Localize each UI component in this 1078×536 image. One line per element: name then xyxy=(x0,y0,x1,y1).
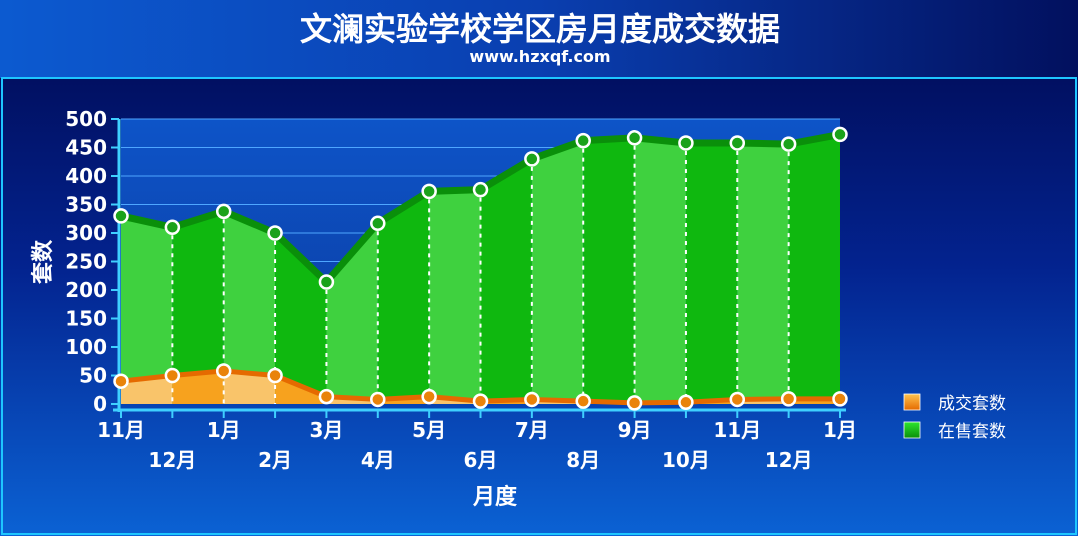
deals-point xyxy=(678,394,694,411)
listings-point xyxy=(524,151,540,167)
x-tick-label: 8月 xyxy=(566,448,600,472)
y-tick-labels: 0 50 100 150 200 250 300 350 400 450 500 xyxy=(65,107,107,416)
deals-point xyxy=(318,388,335,405)
listings-area-band xyxy=(429,189,481,404)
listings-point xyxy=(575,132,591,149)
y-tick-label: 150 xyxy=(65,307,107,331)
header-band xyxy=(0,0,1078,78)
listings-point xyxy=(370,215,386,232)
frame-border xyxy=(1,77,1077,535)
deals-point xyxy=(421,388,437,405)
y-tick-label: 400 xyxy=(65,164,107,188)
deals-area-band xyxy=(121,375,173,404)
chart-title: 文澜实验学校学区房月度成交数据 xyxy=(300,10,780,48)
deals-point xyxy=(729,391,746,408)
y-tick-label: 200 xyxy=(65,278,107,302)
x-tick-label: 1月 xyxy=(207,418,241,442)
deals-point xyxy=(524,391,540,408)
listings-point xyxy=(678,135,694,151)
series-areas xyxy=(120,130,841,406)
deals-point xyxy=(780,391,797,407)
y-tick-label: 300 xyxy=(65,221,107,245)
y-tick-label: 50 xyxy=(79,364,107,388)
legend-swatch-listings xyxy=(903,421,921,439)
x-tick-label: 6月 xyxy=(464,448,498,472)
deals-point xyxy=(575,393,591,409)
x-tick-label: 10月 xyxy=(662,448,710,472)
y-tick-label: 350 xyxy=(65,193,107,217)
legend-label-deals: 成交套数 xyxy=(938,394,1006,414)
listings-point xyxy=(832,126,848,143)
y-tick-label: 250 xyxy=(65,250,107,274)
x-tick-label: 3月 xyxy=(309,418,343,442)
x-tick-label: 5月 xyxy=(412,418,446,442)
listings-point xyxy=(113,208,129,224)
listings-point xyxy=(421,183,437,200)
chart-subtitle: www.hzxqf.com xyxy=(469,47,610,66)
deals-point xyxy=(113,373,129,389)
deals-point xyxy=(267,367,283,384)
deals-point xyxy=(832,391,848,407)
x-axis-label: 月度 xyxy=(472,484,518,510)
listings-area-band xyxy=(172,211,224,404)
listings-area-band xyxy=(480,158,532,404)
legend: 成交套数 在售套数 xyxy=(903,393,1006,442)
x-tick-label: 1月 xyxy=(823,418,857,442)
listings-area-band xyxy=(377,191,430,404)
listings-area-band xyxy=(531,140,584,404)
x-tick-label: 4月 xyxy=(361,448,395,472)
listings-point xyxy=(729,135,746,151)
y-tick-label: 450 xyxy=(65,136,107,160)
listings-point xyxy=(472,181,489,198)
listings-point xyxy=(267,225,283,241)
listings-area-band xyxy=(788,134,840,404)
listings-point xyxy=(318,274,335,290)
deals-point xyxy=(215,363,232,379)
listings-area-band xyxy=(223,211,276,404)
x-tick-label: 7月 xyxy=(515,418,549,442)
deals-area-band xyxy=(172,370,224,404)
listings-area-band xyxy=(583,137,635,404)
axes xyxy=(111,118,846,418)
listings-point xyxy=(164,219,181,236)
x-tick-label: 11月 xyxy=(97,418,145,442)
data-points xyxy=(113,126,848,411)
y-tick-label: 100 xyxy=(65,335,107,359)
x-tick-label: 11月 xyxy=(713,418,761,442)
deals-point xyxy=(472,393,489,409)
listings-point xyxy=(215,203,232,220)
legend-label-listings: 在售套数 xyxy=(938,422,1006,442)
legend-swatch-deals xyxy=(903,393,921,411)
deals-area-band xyxy=(223,370,276,404)
x-tick-label: 12月 xyxy=(765,448,813,472)
listings-area-band xyxy=(121,215,173,404)
listings-area-band xyxy=(685,142,738,404)
deals-point xyxy=(626,395,643,411)
deals-point xyxy=(164,367,181,384)
listings-area-band xyxy=(634,137,686,404)
listings-point xyxy=(780,136,797,152)
listings-point xyxy=(626,130,643,146)
y-tick-label: 500 xyxy=(65,107,107,131)
x-tick-label: 9月 xyxy=(618,418,652,442)
listings-area-band xyxy=(737,142,789,404)
y-tick-label: 0 xyxy=(93,392,107,416)
y-axis-label: 套数 xyxy=(30,239,56,284)
deals-point xyxy=(370,391,386,408)
x-tick-label: 2月 xyxy=(258,448,292,472)
x-tick-label: 12月 xyxy=(148,448,196,472)
listings-area-band xyxy=(275,233,327,404)
